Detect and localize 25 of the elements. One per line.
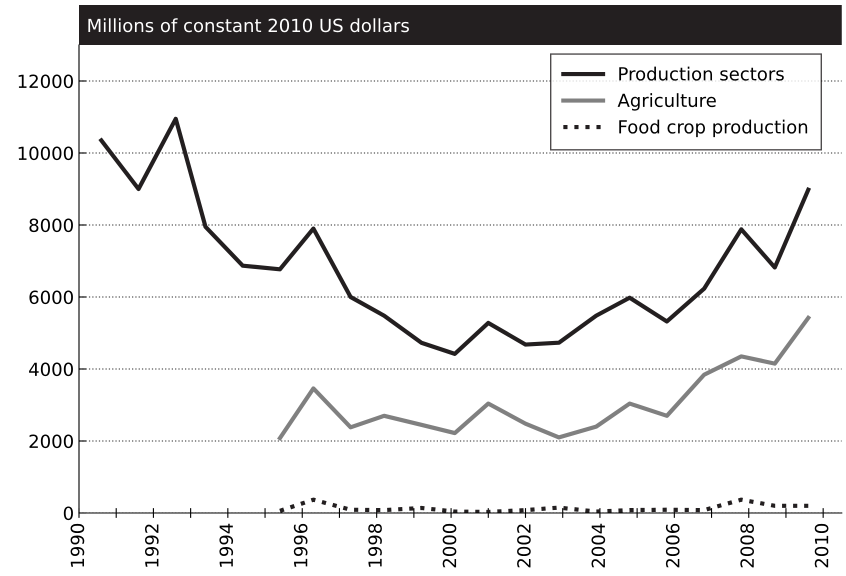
y-tick-label: 4000 [29, 362, 73, 376]
x-tick-label: 2010 [814, 524, 828, 568]
x-tick-label: 1992 [145, 524, 159, 567]
x-tick-label: 2000 [442, 524, 456, 568]
line-series [278, 316, 810, 440]
x-tick-label: 2006 [666, 524, 680, 568]
legend-label: Production sectors [619, 66, 784, 81]
y-tick-label: 2000 [30, 434, 73, 448]
chart-subtitle: Millions of constant 2010 US dollars [88, 18, 409, 32]
y-tick-label: 6000 [29, 290, 73, 304]
y-tick-label: 10000 [18, 146, 73, 160]
y-tick-label: 0 [64, 506, 73, 520]
y-tick-label: 12000 [18, 74, 73, 88]
x-tick-label: 2008 [740, 524, 754, 568]
x-tick-label: 2002 [517, 524, 531, 568]
legend-label: Agriculture [618, 93, 716, 111]
legend-label: Food crop production [619, 120, 808, 138]
x-tick-label: 1990 [70, 524, 84, 567]
line-series [99, 116, 810, 356]
y-tick-label: 8000 [29, 218, 73, 232]
x-tick-label: 1996 [294, 524, 308, 567]
x-tick-label: 1994 [219, 524, 234, 567]
line-series [278, 498, 810, 513]
x-tick-label: 1998 [368, 524, 382, 567]
x-tick-label: 2004 [592, 524, 606, 568]
